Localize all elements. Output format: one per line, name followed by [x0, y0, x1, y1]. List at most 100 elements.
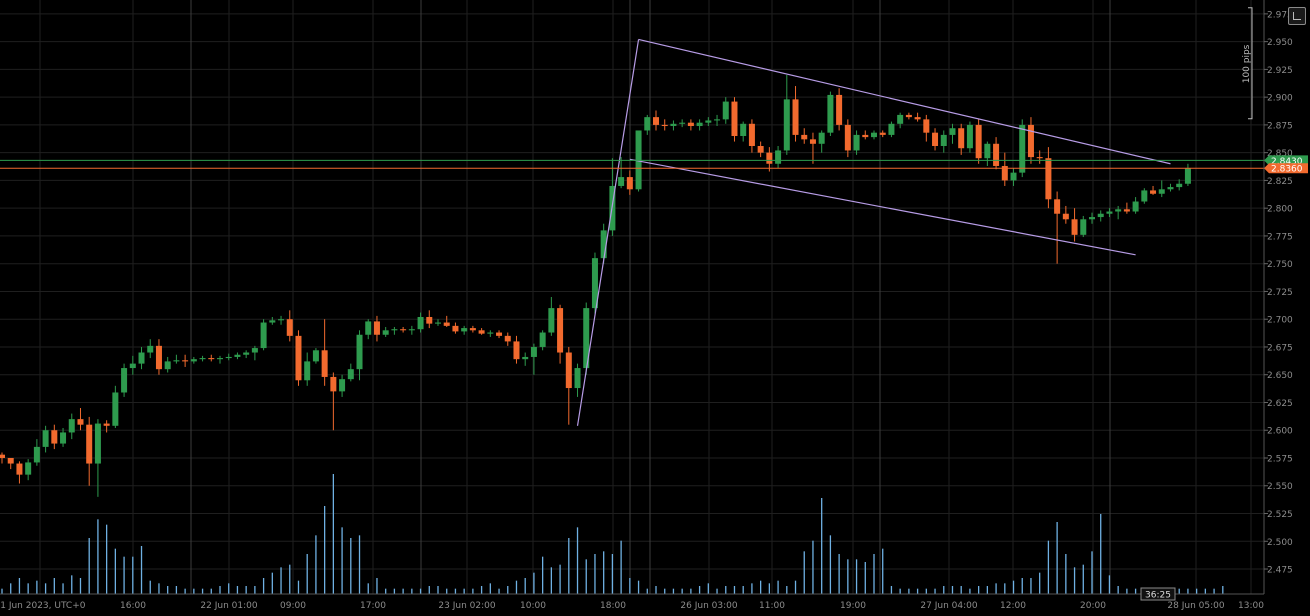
candle-bull[interactable]: [1089, 212, 1095, 224]
candle-bull[interactable]: [339, 374, 346, 397]
candle-bull[interactable]: [408, 325, 415, 335]
candle-bear[interactable]: [478, 328, 485, 335]
candle-bear[interactable]: [1062, 205, 1069, 224]
candle-bear[interactable]: [400, 326, 407, 333]
candle-bear[interactable]: [1071, 208, 1078, 242]
candle-bull[interactable]: [644, 114, 651, 135]
candle-bull[interactable]: [1167, 183, 1174, 192]
candle-bear[interactable]: [766, 147, 773, 172]
candle-bear[interactable]: [879, 130, 886, 138]
candle-bear[interactable]: [862, 130, 869, 140]
candle-bull[interactable]: [940, 130, 947, 153]
candle-bear[interactable]: [321, 319, 328, 386]
candle-bear[interactable]: [51, 424, 58, 450]
candle-bull[interactable]: [60, 428, 67, 447]
trendline[interactable]: [638, 38, 1171, 165]
candle-bull[interactable]: [347, 363, 354, 382]
candle-bear[interactable]: [687, 119, 694, 131]
candle-bull[interactable]: [705, 117, 712, 127]
candle-bull[interactable]: [260, 319, 267, 351]
candle-bull[interactable]: [269, 316, 276, 325]
candle-bear[interactable]: [16, 461, 23, 484]
candle-bull[interactable]: [173, 354, 180, 364]
candle-bear[interactable]: [731, 97, 738, 142]
candle-bull[interactable]: [1115, 205, 1122, 220]
candle-bull[interactable]: [618, 157, 625, 189]
candle-bear[interactable]: [77, 408, 84, 431]
candle-bull[interactable]: [243, 350, 250, 359]
candle-bull[interactable]: [164, 356, 171, 373]
candle-bull[interactable]: [217, 355, 223, 364]
candle-bear[interactable]: [993, 137, 1000, 170]
candle-bear[interactable]: [809, 132, 816, 164]
candle-bull[interactable]: [356, 330, 363, 381]
candle-bull[interactable]: [391, 326, 398, 335]
candle-bear[interactable]: [565, 346, 572, 425]
candle-bull[interactable]: [696, 119, 703, 131]
candle-bull[interactable]: [635, 130, 642, 192]
candle-bull[interactable]: [722, 97, 729, 124]
candle-bear[interactable]: [208, 354, 215, 362]
candle-bull[interactable]: [530, 343, 537, 375]
candle-bull[interactable]: [1106, 208, 1113, 218]
candle-bear[interactable]: [748, 119, 755, 153]
candle-bear[interactable]: [504, 332, 511, 346]
candle-bull[interactable]: [949, 123, 956, 144]
candle-bull[interactable]: [574, 363, 581, 397]
candle-bear[interactable]: [626, 170, 633, 195]
candle-bull[interactable]: [888, 121, 895, 138]
candle-bear[interactable]: [836, 88, 843, 131]
candle-bear[interactable]: [103, 420, 110, 433]
candle-bull[interactable]: [251, 345, 258, 361]
candle-bear[interactable]: [1054, 191, 1061, 264]
candle-bull[interactable]: [897, 112, 904, 129]
candle-bull[interactable]: [190, 356, 197, 364]
candle-bull[interactable]: [714, 114, 721, 127]
candle-bear[interactable]: [452, 322, 459, 334]
candle-bull[interactable]: [112, 385, 119, 429]
candle-bull[interactable]: [539, 330, 546, 351]
candle-bear[interactable]: [661, 119, 668, 131]
candle-bull[interactable]: [487, 330, 494, 337]
candle-bull[interactable]: [234, 352, 241, 360]
candle-bull[interactable]: [818, 130, 825, 153]
candle-bear[interactable]: [155, 339, 162, 375]
candle-bull[interactable]: [129, 355, 136, 375]
trendline[interactable]: [629, 158, 1136, 256]
candle-bull[interactable]: [591, 252, 598, 314]
candle-bull[interactable]: [365, 319, 372, 340]
candle-bear[interactable]: [1045, 147, 1052, 209]
candle-bull[interactable]: [548, 297, 555, 336]
candle-bull[interactable]: [679, 119, 686, 128]
candle-bear[interactable]: [792, 86, 799, 142]
candle-bull[interactable]: [1184, 163, 1191, 186]
candle-bull[interactable]: [827, 91, 834, 137]
candle-bear[interactable]: [426, 310, 433, 329]
candle-bull[interactable]: [304, 352, 311, 386]
candle-bull[interactable]: [138, 346, 145, 370]
candle-bear[interactable]: [1036, 150, 1043, 164]
candle-bull[interactable]: [42, 425, 49, 453]
candle-bear[interactable]: [844, 119, 851, 158]
candle-bull[interactable]: [775, 146, 782, 169]
candle-bull[interactable]: [1010, 168, 1017, 186]
candle-bear[interactable]: [443, 315, 450, 327]
candle-bear[interactable]: [1001, 152, 1008, 186]
candle-bull[interactable]: [1176, 179, 1183, 191]
candle-bull[interactable]: [871, 130, 877, 140]
candle-bull[interactable]: [783, 74, 790, 155]
candle-bull[interactable]: [461, 325, 468, 335]
candle-bear[interactable]: [653, 110, 659, 131]
candle-bull[interactable]: [278, 315, 285, 325]
candle-bull[interactable]: [1097, 210, 1104, 222]
candle-bull[interactable]: [966, 121, 973, 153]
candle-bear[interactable]: [557, 304, 564, 364]
candle-bull[interactable]: [670, 120, 677, 131]
candle-bear[interactable]: [469, 325, 476, 333]
candle-bull[interactable]: [199, 355, 206, 362]
candle-bull[interactable]: [312, 348, 319, 364]
candle-bear[interactable]: [0, 452, 5, 464]
candle-bull[interactable]: [33, 439, 40, 466]
